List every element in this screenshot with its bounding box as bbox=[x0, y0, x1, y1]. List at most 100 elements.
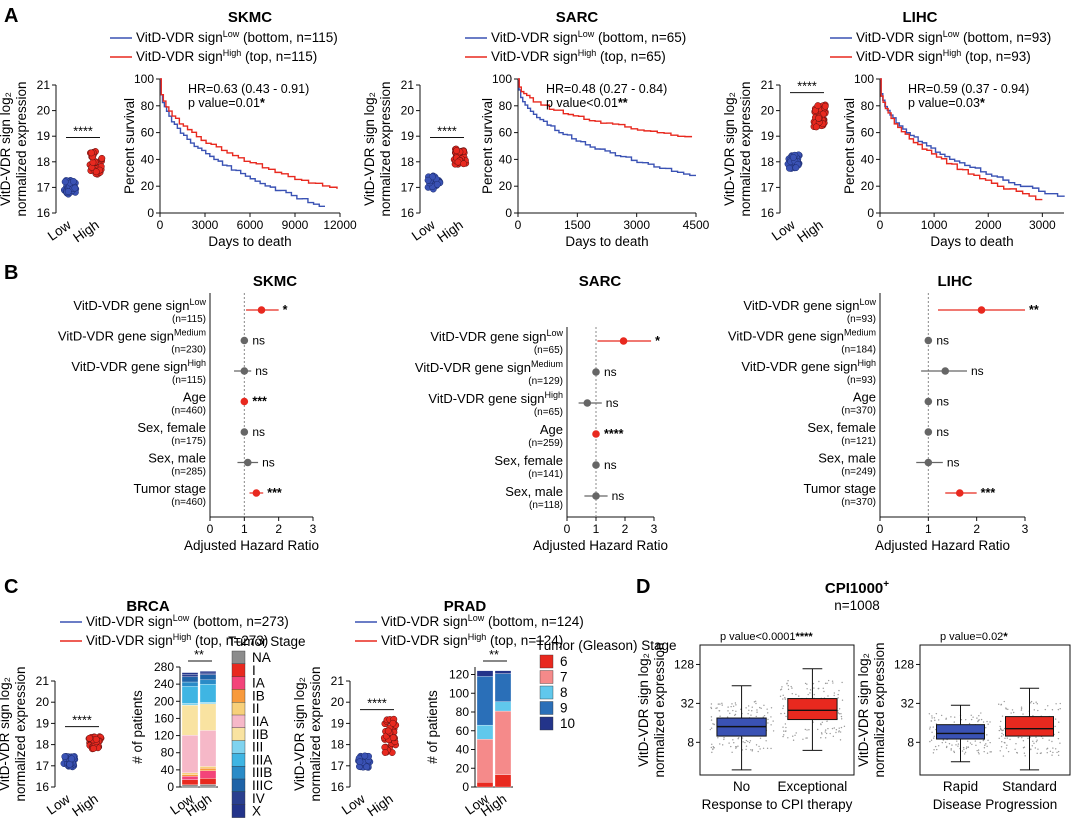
cpi-jitter-dot bbox=[1002, 729, 1004, 731]
cpi-jitter-dot bbox=[713, 747, 715, 749]
cpi-jitter-dot bbox=[710, 706, 712, 709]
cpi-jitter-dot bbox=[710, 716, 713, 718]
cat-label-low: Low bbox=[44, 791, 73, 818]
forest-x-tick-label: 3 bbox=[1022, 522, 1029, 536]
cpi-jitter-dot bbox=[730, 705, 732, 708]
high-dot bbox=[90, 745, 97, 752]
cpi-jitter-dot bbox=[956, 740, 958, 742]
cpi-jitter-dot bbox=[809, 692, 811, 694]
bar-y-tick-label: 160 bbox=[154, 711, 174, 725]
stack-segment bbox=[476, 739, 494, 783]
y-axis-label: VitD-VDR sign log₂normalized expression bbox=[0, 81, 29, 216]
bar-y-tick-label: 0 bbox=[167, 780, 174, 794]
forest-row-n: (n=121) bbox=[841, 436, 876, 447]
forest-row-n: (n=259) bbox=[528, 438, 563, 449]
stage-legend-title: Tumor Stage bbox=[228, 634, 306, 649]
stack-segment bbox=[181, 672, 199, 675]
stack-segment bbox=[476, 782, 494, 788]
forest-plot-sarc: SARC 0 1 2 3 Adjusted Hazard Ratio VitD-VDR ge… bbox=[415, 273, 668, 553]
sig-stars: **** bbox=[72, 714, 92, 728]
forest-point bbox=[257, 306, 266, 314]
cpi-jitter-dot bbox=[950, 716, 952, 718]
forest-row-label-sup: Medium bbox=[531, 359, 563, 369]
cpi-jitter-dot bbox=[824, 729, 827, 731]
cpi-jitter-dot bbox=[976, 749, 978, 752]
cpi-y-tick-label: 32 bbox=[681, 696, 695, 710]
legend-low-label: VitD-VDR signLow (bottom, n=124) bbox=[381, 613, 584, 629]
cpi-cat-label: Rapid bbox=[943, 779, 978, 794]
cpi-jitter-dot bbox=[945, 718, 947, 720]
cpi-jitter-dot bbox=[756, 709, 758, 711]
forest-row-n: (n=460) bbox=[171, 497, 206, 508]
forest-point bbox=[252, 489, 261, 497]
high-dot bbox=[384, 727, 392, 735]
y-tick-label: 21 bbox=[401, 78, 415, 92]
cpi-jitter-dot bbox=[933, 749, 935, 751]
cpi-jitter-dot bbox=[730, 745, 732, 748]
cpi-jitter-dot bbox=[1057, 737, 1060, 740]
cpi-jitter-dot bbox=[950, 748, 952, 750]
cpi-jitter-dot bbox=[759, 706, 761, 709]
stage-swatch bbox=[231, 740, 246, 754]
stage-label: II bbox=[252, 701, 260, 716]
km-curve-high bbox=[880, 78, 1043, 201]
forest-sig: ns bbox=[612, 489, 625, 503]
cpi-y-tick-label: 32 bbox=[901, 696, 915, 710]
cpi-jitter-dot bbox=[737, 738, 739, 740]
surv-y-tick-label: 40 bbox=[499, 152, 513, 166]
cpi-jitter-dot bbox=[831, 727, 834, 730]
stack-segment bbox=[199, 671, 217, 674]
forest-row-label: VitD-VDR gene signHigh bbox=[741, 358, 876, 374]
low-dot bbox=[785, 164, 793, 172]
forest-x-tick-label: 0 bbox=[877, 522, 884, 536]
forest-row-label-sup: High bbox=[544, 390, 563, 400]
forest-row-label-sup: Medium bbox=[844, 328, 876, 338]
y-tick-label: 18 bbox=[401, 155, 415, 169]
stage-swatch bbox=[231, 791, 246, 805]
stack-segment bbox=[199, 683, 217, 703]
y-tick-label: 20 bbox=[37, 104, 51, 118]
cpi-jitter-dot bbox=[1039, 752, 1042, 755]
cpi-jitter-dot bbox=[933, 737, 935, 739]
cpi-jitter-dot bbox=[709, 728, 712, 731]
cpi-jitter-dot bbox=[742, 741, 744, 743]
stage-label: IIIA bbox=[252, 752, 272, 767]
cpi-y-tick-label: 128 bbox=[674, 657, 694, 671]
forest-row-label-main: VitD-VDR gene sign bbox=[73, 298, 189, 313]
brca-title: BRCA bbox=[126, 598, 169, 615]
cpi-jitter-dot bbox=[726, 716, 729, 718]
cpi-x-label: Disease Progression bbox=[933, 797, 1058, 812]
sig-stars: **** bbox=[797, 80, 817, 94]
forest-x-tick-label: 2 bbox=[275, 522, 282, 536]
cpi-jitter-dot bbox=[735, 747, 737, 749]
cpi-jitter-dot bbox=[998, 737, 1000, 740]
forest-point bbox=[924, 458, 933, 467]
cpi-p-value: p value=0.02* bbox=[940, 631, 1008, 643]
cpi-jitter-dot bbox=[932, 752, 935, 754]
cpi-jitter-dot bbox=[966, 740, 969, 742]
cpi-jitter-dot bbox=[832, 735, 835, 738]
y-tick-label: 21 bbox=[37, 78, 51, 92]
cpi-jitter-dot bbox=[1051, 709, 1054, 711]
cpi-jitter-dot bbox=[772, 720, 774, 722]
cpi-jitter-dot bbox=[1042, 737, 1044, 739]
stack-segment bbox=[181, 704, 199, 736]
cpi-jitter-dot bbox=[1020, 708, 1023, 710]
cpi-jitter-dot bbox=[985, 743, 987, 745]
forest-sig: * bbox=[283, 303, 288, 317]
cpi-jitter-dot bbox=[786, 683, 788, 685]
surv-x-tick-label: 2000 bbox=[975, 218, 1002, 232]
legend-low-label: VitD-VDR signLow (bottom, n=65) bbox=[491, 29, 686, 45]
stack-segment bbox=[181, 686, 199, 704]
bar-y-tick-label: 280 bbox=[154, 660, 174, 674]
bar-sig-stars: ** bbox=[194, 648, 204, 662]
cpi-jitter-dot bbox=[832, 682, 834, 684]
cpi-jitter-dot bbox=[977, 751, 980, 754]
low-dot bbox=[361, 752, 369, 760]
cpi-jitter-dot bbox=[784, 698, 786, 700]
forest-row-label: VitD-VDR gene signHigh bbox=[428, 390, 563, 406]
cpi-jitter-dot bbox=[953, 721, 955, 723]
cpi-jitter-dot bbox=[968, 722, 971, 725]
